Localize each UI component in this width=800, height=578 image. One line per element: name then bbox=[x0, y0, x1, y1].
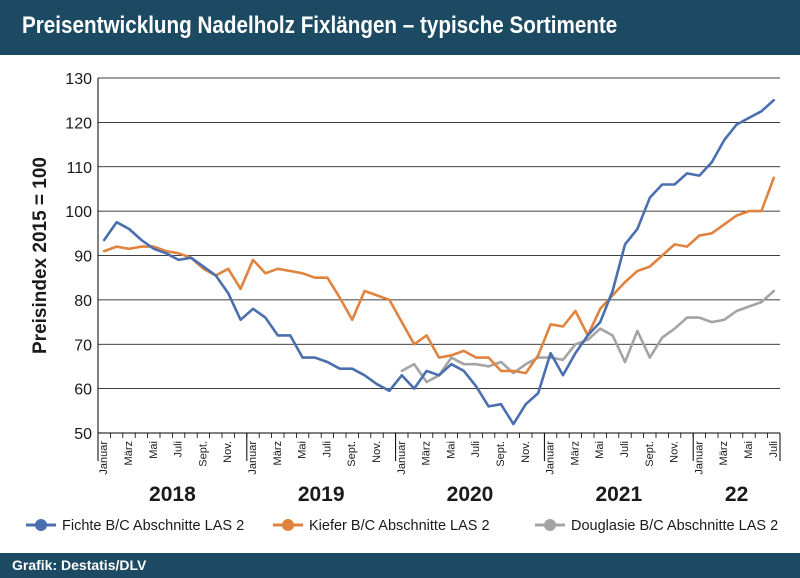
x-tick-label: Januar bbox=[545, 441, 557, 475]
y-tick-label: 90 bbox=[74, 249, 92, 266]
year-label: 2020 bbox=[447, 483, 494, 506]
x-tick-label: Mai bbox=[148, 441, 160, 459]
x-tick-label: Januar bbox=[396, 441, 408, 475]
y-tick-label: 100 bbox=[65, 204, 92, 221]
y-tick-label: 130 bbox=[65, 71, 92, 88]
x-tick-label: Sept. bbox=[346, 441, 358, 467]
x-tick-label: Juli bbox=[173, 441, 185, 458]
legend-label: Kiefer B/C Abschnitte LAS 2 bbox=[309, 518, 490, 534]
legend-marker bbox=[35, 519, 47, 531]
chart-header: Preisentwicklung Nadelholz Fixlängen – t… bbox=[0, 0, 800, 55]
y-tick-label: 60 bbox=[74, 382, 92, 399]
x-tick-label: März bbox=[569, 441, 581, 465]
x-tick-label: Nov. bbox=[222, 441, 234, 463]
x-tick-label: Nov. bbox=[669, 441, 681, 463]
x-tick-label: Juli bbox=[470, 441, 482, 458]
legend-label: Douglasie B/C Abschnitte LAS 2 bbox=[571, 518, 778, 534]
x-tick-label: Januar bbox=[693, 441, 705, 475]
chart-footer: Grafik: Destatis/DLV bbox=[0, 553, 800, 578]
x-tick-label: März bbox=[718, 441, 730, 465]
year-label: 2018 bbox=[149, 483, 196, 506]
x-tick-label: Mai bbox=[743, 441, 755, 459]
x-tick-label: Juli bbox=[619, 441, 631, 458]
y-tick-label: 50 bbox=[74, 426, 92, 443]
y-tick-label: 70 bbox=[74, 337, 92, 354]
x-tick-label: Juli bbox=[321, 441, 333, 458]
y-tick-label: 80 bbox=[74, 293, 92, 310]
chart-title: Preisentwicklung Nadelholz Fixlängen – t… bbox=[22, 12, 618, 39]
series-line-douglasie bbox=[400, 289, 776, 384]
x-tick-label: Juli bbox=[768, 441, 780, 458]
x-tick-label: Mai bbox=[594, 441, 606, 459]
x-tick-label: Mai bbox=[297, 441, 309, 459]
legend-marker bbox=[282, 519, 294, 531]
x-tick-label: März bbox=[272, 441, 284, 465]
year-label: 2019 bbox=[298, 483, 345, 506]
series-line-fichte bbox=[102, 98, 776, 426]
x-tick-label: Nov. bbox=[520, 441, 532, 463]
x-tick-label: März bbox=[421, 441, 433, 465]
x-tick-label: Sept. bbox=[495, 441, 507, 467]
x-tick-label: Nov. bbox=[371, 441, 383, 463]
legend-label: Fichte B/C Abschnitte LAS 2 bbox=[62, 518, 244, 534]
y-axis-title: Preisindex 2015 = 100 bbox=[30, 157, 51, 354]
x-tick-label: Sept. bbox=[644, 441, 656, 467]
y-tick-label: 120 bbox=[65, 115, 92, 132]
x-tick-label: Januar bbox=[247, 441, 259, 475]
year-label: 2021 bbox=[595, 483, 642, 506]
source-credit: Grafik: Destatis/DLV bbox=[12, 557, 147, 573]
x-tick-label: März bbox=[123, 441, 135, 465]
x-tick-label: Sept. bbox=[197, 441, 209, 467]
series-line-kiefer bbox=[102, 176, 776, 375]
price-index-chart: 50 60 70 80 90 100 110 120 130 Preisindex 2015 = … bbox=[26, 71, 781, 534]
legend-marker bbox=[544, 519, 556, 531]
y-tick-label: 110 bbox=[66, 160, 92, 177]
x-tick-label: Januar bbox=[98, 441, 110, 475]
x-tick-label: Mai bbox=[445, 441, 457, 459]
year-label: 22 bbox=[725, 483, 748, 506]
